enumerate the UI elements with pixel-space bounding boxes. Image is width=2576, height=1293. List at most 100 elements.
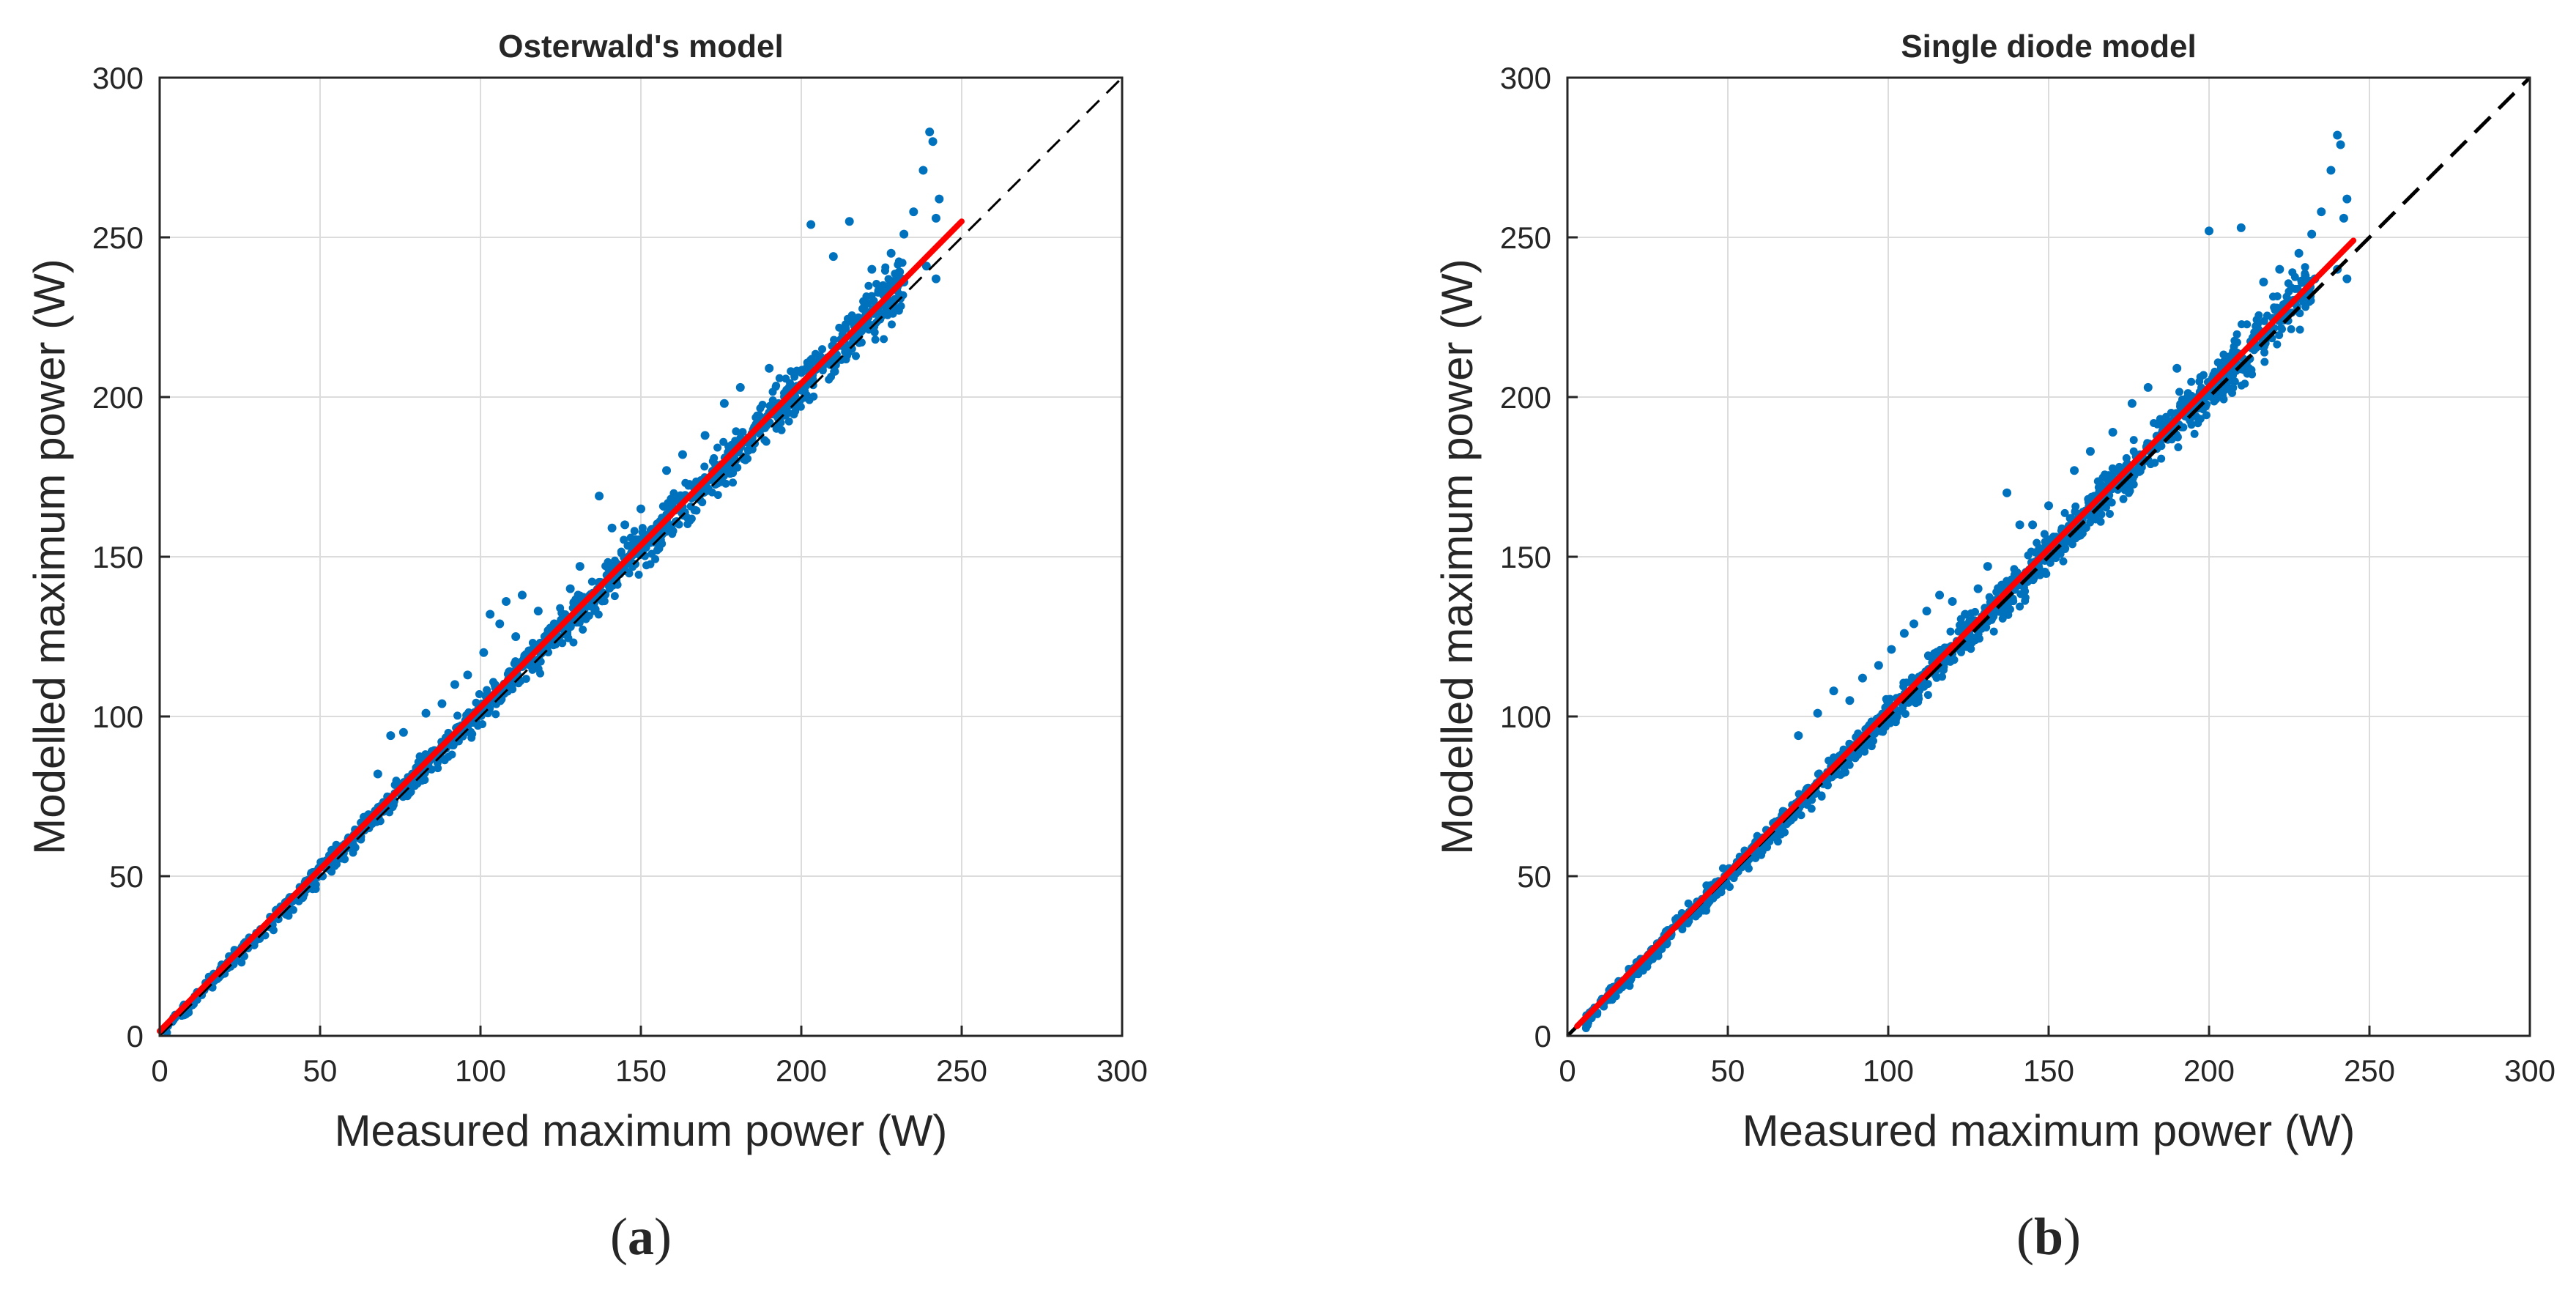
data-point <box>792 396 801 404</box>
data-point <box>1829 686 1838 696</box>
data-point <box>398 727 408 737</box>
x-tick-label: 150 <box>2023 1053 2074 1088</box>
data-point <box>872 280 881 289</box>
data-point <box>533 607 543 616</box>
data-point <box>638 528 647 537</box>
data-point <box>845 217 854 226</box>
data-point <box>2129 480 2138 489</box>
data-point <box>626 541 635 550</box>
data-point <box>2196 415 2205 423</box>
data-point <box>453 711 462 720</box>
x-tick-label: 300 <box>2504 1053 2555 1088</box>
data-point <box>620 536 628 544</box>
data-point <box>732 427 740 436</box>
data-point <box>1970 636 1979 645</box>
data-point <box>2219 357 2228 366</box>
data-point <box>1899 678 1908 687</box>
data-point <box>2082 523 2090 532</box>
data-point <box>2333 130 2342 140</box>
x-tick-label: 0 <box>1559 1053 1575 1088</box>
data-point <box>2042 569 2051 578</box>
data-point <box>575 562 584 571</box>
data-point <box>2236 223 2246 232</box>
data-point <box>1946 627 1955 636</box>
data-point <box>491 710 500 719</box>
x-tick-label: 0 <box>151 1053 168 1088</box>
data-point <box>634 570 643 579</box>
data-point <box>1823 781 1832 790</box>
data-point <box>1817 792 1826 801</box>
panel-a-y-axis-label: Modelled maximum power (W) <box>25 259 74 855</box>
data-point <box>2211 393 2219 401</box>
data-point <box>2230 342 2238 351</box>
data-point <box>1989 627 1998 636</box>
data-point <box>874 289 883 297</box>
data-point <box>727 440 736 449</box>
x-tick-label: 250 <box>936 1053 987 1088</box>
data-point <box>2135 467 2144 476</box>
data-point <box>784 409 793 418</box>
data-point <box>2180 396 2189 405</box>
data-point <box>1899 629 1909 638</box>
data-point <box>2317 207 2326 217</box>
data-point <box>1744 864 1753 873</box>
data-point <box>2190 429 2199 438</box>
data-point <box>1845 696 1855 705</box>
data-point <box>2259 278 2268 287</box>
data-point <box>2085 447 2095 456</box>
data-point <box>2232 330 2241 338</box>
data-point <box>2035 571 2044 579</box>
data-point <box>2252 322 2260 330</box>
data-point <box>700 462 709 471</box>
data-point <box>1932 673 1941 682</box>
data-point <box>818 345 827 354</box>
data-point <box>735 382 745 392</box>
data-point <box>2065 514 2074 523</box>
data-point <box>2202 411 2211 420</box>
data-point <box>713 443 722 452</box>
data-point <box>726 470 735 478</box>
data-point <box>1956 626 1964 634</box>
data-point <box>1971 607 1980 616</box>
data-point <box>1948 597 1957 607</box>
data-point <box>1779 822 1788 831</box>
data-point <box>2157 454 2166 463</box>
data-point <box>2016 590 2025 599</box>
data-point <box>1923 691 1932 700</box>
data-point <box>587 577 596 586</box>
data-point <box>2187 377 2196 386</box>
data-point <box>626 533 635 542</box>
data-point <box>489 678 497 686</box>
data-point <box>686 516 694 525</box>
data-point <box>883 311 892 319</box>
panel-b-identity-line <box>1566 76 2531 1037</box>
data-point <box>714 473 723 482</box>
data-point <box>803 358 812 367</box>
data-point <box>2342 274 2352 284</box>
data-point <box>1684 899 1693 908</box>
x-tick-label: 50 <box>303 1053 338 1088</box>
data-point <box>569 638 578 647</box>
data-point <box>2060 508 2069 517</box>
data-point <box>582 615 590 623</box>
data-point <box>1757 851 1766 859</box>
data-point <box>765 363 774 373</box>
data-point <box>724 463 732 472</box>
data-point <box>2287 325 2295 333</box>
data-point <box>828 252 838 262</box>
data-point <box>1909 619 1919 629</box>
data-point <box>668 530 677 538</box>
data-point <box>579 626 587 634</box>
data-point <box>2276 324 2285 333</box>
y-tick-label: 300 <box>1500 61 1551 95</box>
data-point <box>2219 350 2228 359</box>
data-point <box>2122 453 2131 462</box>
data-point <box>2326 166 2336 175</box>
data-point <box>696 496 705 505</box>
data-point <box>2084 494 2093 503</box>
data-point <box>2174 443 2183 452</box>
panel-b-x-axis-label: Measured maximum power (W) <box>1742 1106 2356 1155</box>
data-point <box>466 728 475 737</box>
data-point <box>1725 883 1734 892</box>
data-point <box>2282 292 2291 301</box>
